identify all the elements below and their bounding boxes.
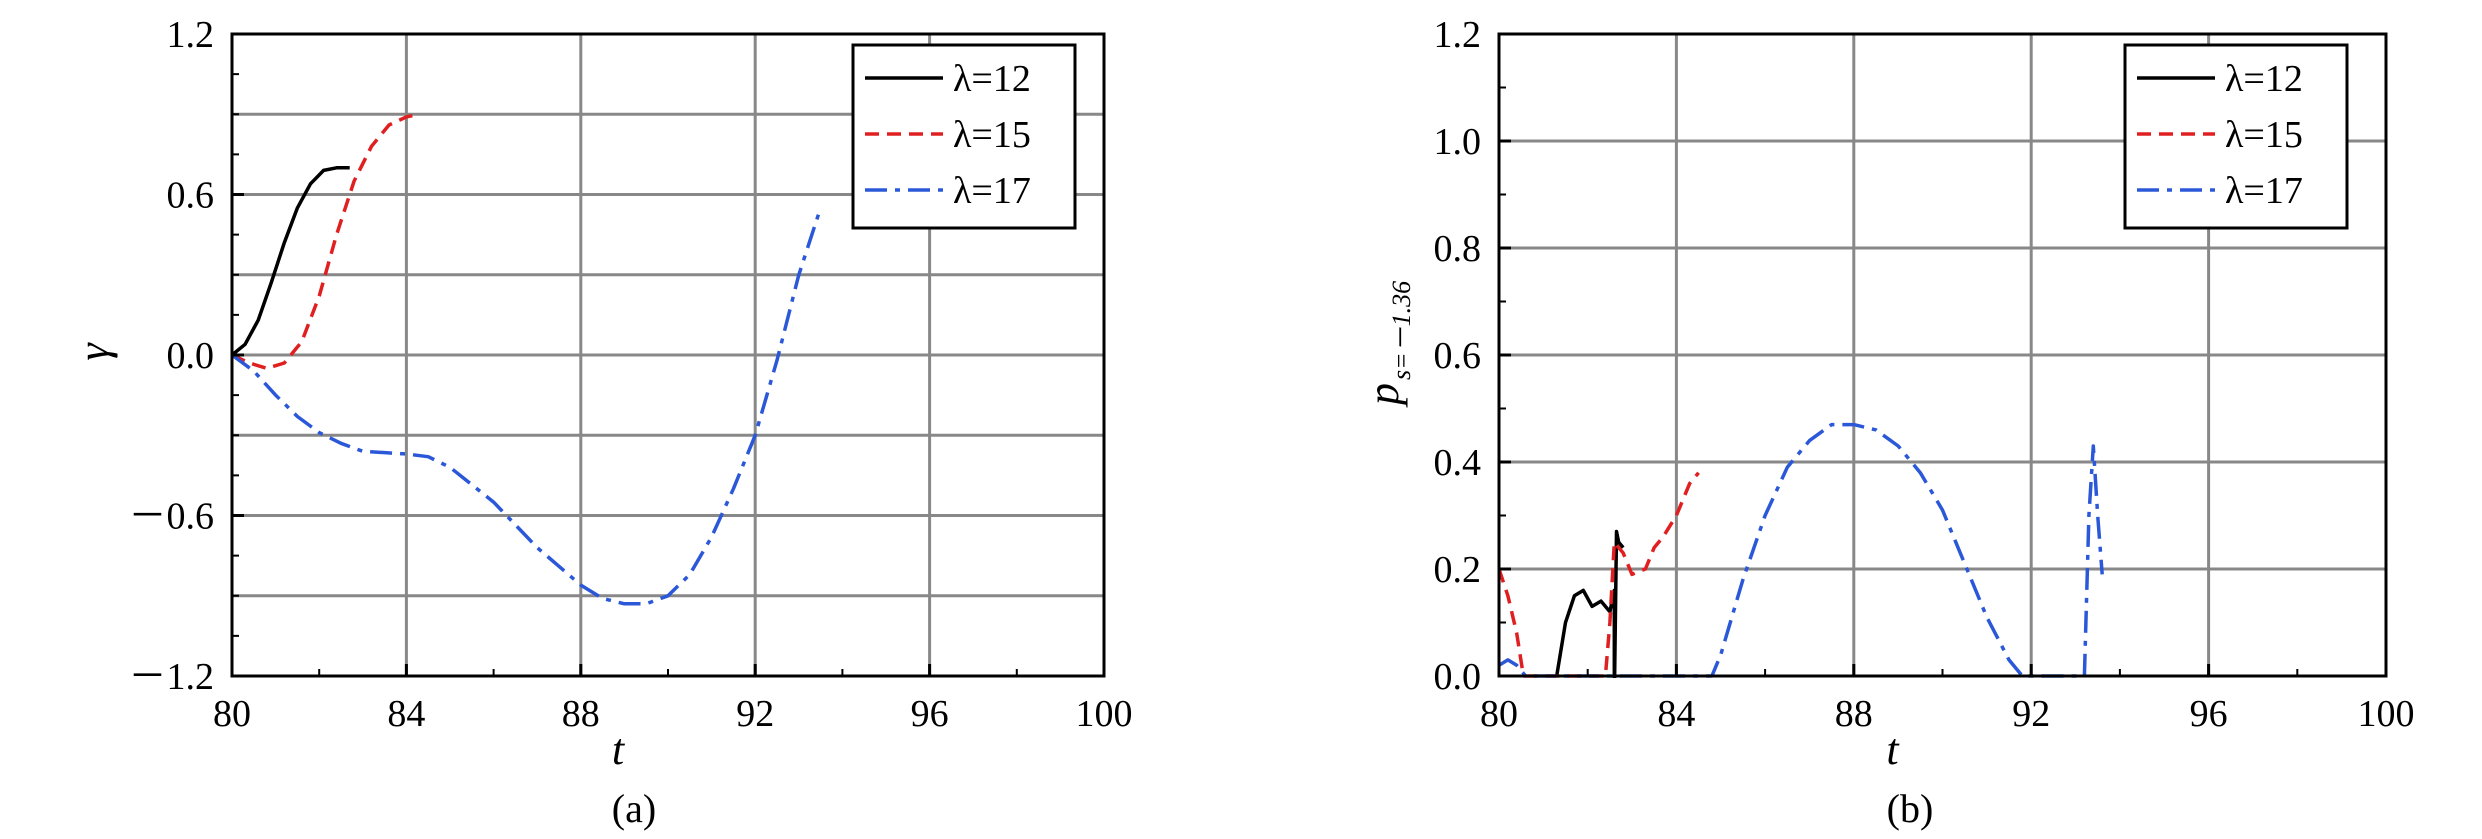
x-tick-label: 96 xyxy=(2190,693,2228,735)
y-tick-label: 0.4 xyxy=(1434,442,1482,484)
x-axis: 80 84 88 92 96 100 xyxy=(1480,664,2415,735)
panel-label: (b) xyxy=(1887,786,1934,831)
x-axis-title: t xyxy=(1886,725,1900,774)
x-tick-label: 88 xyxy=(1835,693,1873,735)
series-line-2 xyxy=(1499,471,1700,678)
y-axis-title: γ xyxy=(69,342,118,361)
legend-label-1: λ=12 xyxy=(2225,58,2303,100)
x-axis-title: t xyxy=(612,725,626,774)
legend-box xyxy=(851,43,1077,230)
x-tick-label: 80 xyxy=(1480,693,1518,735)
legend-label-2: λ=15 xyxy=(953,114,1031,156)
x-tick-label: 100 xyxy=(2358,693,2415,735)
legend-label-3: λ=17 xyxy=(953,170,1031,212)
y-tick-label: 0.2 xyxy=(1434,549,1482,591)
legend-label-2: λ=15 xyxy=(2225,114,2303,156)
x-tick-label: 84 xyxy=(1657,693,1695,735)
x-tick-label: 96 xyxy=(911,693,949,735)
series-group xyxy=(232,112,823,606)
legend-label-3: λ=17 xyxy=(2225,170,2303,212)
legend-label-1: λ=12 xyxy=(953,58,1031,100)
x-tick-label: 88 xyxy=(562,693,600,735)
y-tick-label: 1.2 xyxy=(167,14,215,56)
x-tick-label: 92 xyxy=(736,693,774,735)
y-tick-label: 0.6 xyxy=(167,175,215,217)
y-tick-label: 0.0 xyxy=(1434,656,1482,698)
y-tick-label: －1.2 xyxy=(128,656,214,698)
x-tick-label: 100 xyxy=(1076,693,1133,735)
y-tick-label: 0.8 xyxy=(1434,228,1482,270)
y-tick-label: 1.2 xyxy=(1434,14,1482,56)
y-axis-title: p xyxy=(1359,383,1408,408)
series-line-3 xyxy=(232,207,823,606)
y-tick-label: 0.6 xyxy=(1434,335,1482,377)
x-tick-label: 80 xyxy=(213,693,251,735)
x-axis: 80 84 88 92 96 100 xyxy=(213,664,1133,735)
x-tick-label: 84 xyxy=(387,693,425,735)
y-axis-title-subscript: s=－1.36 xyxy=(1387,281,1416,380)
chart-panel-b: 80 84 88 92 96 100 t 1.2 1.0 0.8 0.6 0.4 0.2 0.0 p s=－1… xyxy=(1359,14,2415,831)
y-axis: 1.2 1.0 0.8 0.6 0.4 0.2 0.0 xyxy=(1434,14,1511,698)
series-group xyxy=(1499,422,2104,678)
series-line-1 xyxy=(1554,529,1625,678)
panel-label: (a) xyxy=(612,786,656,831)
y-tick-label: 0.0 xyxy=(167,335,215,377)
y-tick-label: －0.6 xyxy=(128,496,214,538)
series-line-1 xyxy=(232,166,350,357)
grid xyxy=(1499,34,2386,676)
legend-box xyxy=(2123,43,2349,230)
chart-panel-a: 80 84 88 92 96 100t1.20.60.0－0.6－1.2γ(a)λ=12λ… xyxy=(69,14,1133,831)
legend: λ=12 λ=15 λ=17 xyxy=(851,43,1077,230)
series-line-2 xyxy=(232,112,420,371)
legend: λ=12 λ=15 λ=17 xyxy=(2123,43,2349,230)
x-tick-label: 92 xyxy=(2012,693,2050,735)
y-tick-label: 1.0 xyxy=(1434,121,1482,163)
y-axis: 1.2 0.6 0.0 －0.6 －1.2 xyxy=(128,14,244,698)
